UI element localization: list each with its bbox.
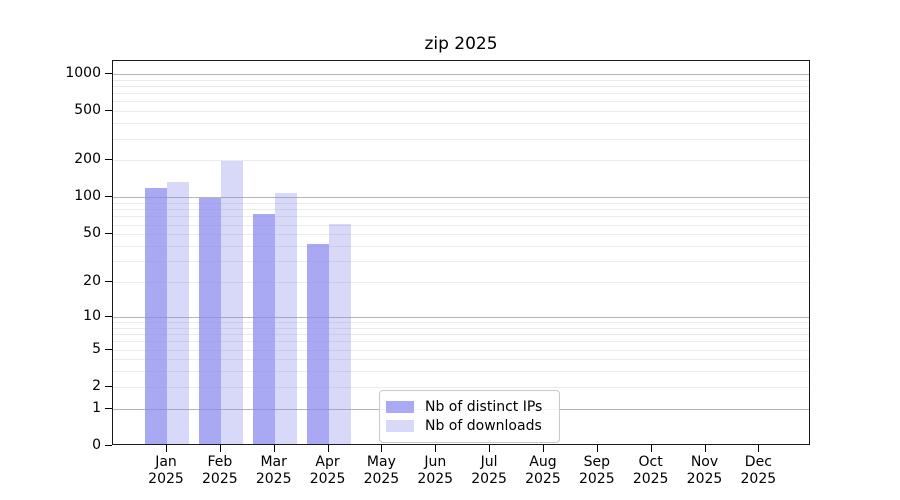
x-tick xyxy=(381,445,383,452)
x-tick xyxy=(542,445,544,452)
x-tick-label: Jun 2025 xyxy=(417,454,454,487)
gridline-minor xyxy=(113,322,809,323)
x-tick xyxy=(489,445,491,452)
y-tick-label: 1000 xyxy=(65,64,101,81)
gridline-minor xyxy=(113,138,809,140)
x-tick-label: Jul 2025 xyxy=(471,454,507,487)
gridline-major xyxy=(113,73,809,75)
gridline-minor xyxy=(113,79,809,81)
gridline-minor xyxy=(113,234,809,236)
gridline-minor xyxy=(113,224,809,226)
legend-item-downloads: Nb of downloads xyxy=(386,417,551,435)
bar-downloads xyxy=(328,224,351,444)
bar-distinct-ips xyxy=(252,214,275,444)
y-tick-label: 2 xyxy=(92,377,101,394)
gridline-major xyxy=(113,316,809,318)
x-tick xyxy=(273,445,275,452)
legend: Nb of distinct IPs Nb of downloads xyxy=(379,390,560,443)
y-tick xyxy=(105,407,112,409)
gridline-minor xyxy=(113,203,809,205)
x-tick-label: Mar 2025 xyxy=(255,454,292,487)
x-tick xyxy=(758,445,760,452)
plot-area xyxy=(112,60,810,445)
x-tick-label: Sep 2025 xyxy=(578,454,615,487)
y-tick-label: 5 xyxy=(92,340,101,357)
x-tick-label: Feb 2025 xyxy=(202,454,238,487)
y-tick xyxy=(105,385,112,387)
legend-label-downloads: Nb of downloads xyxy=(425,418,542,434)
legend-swatch-distinct-ips xyxy=(386,401,414,413)
x-tick xyxy=(166,445,167,452)
y-tick xyxy=(105,348,112,350)
bar-distinct-ips xyxy=(306,244,329,444)
gridline-minor xyxy=(113,371,809,373)
gridline-minor xyxy=(113,386,809,388)
gridline-minor xyxy=(113,359,809,361)
gridline-minor xyxy=(113,111,809,113)
y-tick-label: 1 xyxy=(92,399,101,416)
y-tick xyxy=(105,159,112,161)
y-tick-label: 0 xyxy=(92,437,101,453)
gridline-minor xyxy=(113,341,809,343)
y-tick-label: 10 xyxy=(83,307,101,324)
x-tick xyxy=(650,445,652,452)
bar-downloads xyxy=(167,181,189,444)
gridline-minor xyxy=(113,282,809,284)
x-tick xyxy=(435,445,437,452)
x-tick-label: Dec 2025 xyxy=(740,454,777,487)
x-tick-label: May 2025 xyxy=(363,454,400,487)
y-tick xyxy=(105,110,112,112)
y-tick-label: 100 xyxy=(74,188,101,205)
gridline-minor xyxy=(113,101,809,103)
x-tick xyxy=(327,445,329,452)
x-tick-label: Nov 2025 xyxy=(686,454,723,487)
x-tick-label: Apr 2025 xyxy=(309,454,346,487)
x-tick-label: Jan 2025 xyxy=(148,454,184,487)
gridline-minor xyxy=(113,93,809,95)
y-tick xyxy=(105,445,112,446)
y-tick xyxy=(105,233,112,235)
gridline-minor xyxy=(113,85,809,87)
bar-downloads xyxy=(274,192,297,444)
gridline-minor xyxy=(113,123,809,125)
gridline-minor xyxy=(113,246,809,248)
gridline-major xyxy=(113,197,809,199)
gridline-minor xyxy=(113,216,809,218)
bar-distinct-ips xyxy=(198,198,221,444)
gridline-minor xyxy=(113,261,809,263)
gridline-minor xyxy=(113,160,809,162)
gridline-minor xyxy=(113,349,809,351)
legend-item-distinct-ips: Nb of distinct IPs xyxy=(386,398,551,416)
legend-label-distinct-ips: Nb of distinct IPs xyxy=(425,399,543,415)
y-tick-label: 500 xyxy=(74,102,101,119)
y-tick xyxy=(105,196,112,198)
y-tick xyxy=(105,281,112,283)
y-tick-label: 20 xyxy=(83,273,101,290)
x-tick-label: Aug 2025 xyxy=(525,454,561,487)
x-tick xyxy=(596,445,598,452)
y-tick-label: 200 xyxy=(74,151,101,168)
x-tick-label: Oct 2025 xyxy=(632,454,669,487)
legend-swatch-downloads xyxy=(386,420,414,432)
x-tick xyxy=(219,445,221,452)
x-tick xyxy=(704,445,706,452)
bar-distinct-ips xyxy=(145,188,167,444)
gridline-minor xyxy=(113,327,809,329)
gridline-minor xyxy=(113,209,809,211)
y-tick xyxy=(105,72,112,74)
y-tick xyxy=(105,315,112,317)
bar-downloads xyxy=(220,161,243,444)
chart-title: zip 2025 xyxy=(424,34,498,54)
y-tick-label: 50 xyxy=(83,225,101,242)
gridline-minor xyxy=(113,334,809,336)
